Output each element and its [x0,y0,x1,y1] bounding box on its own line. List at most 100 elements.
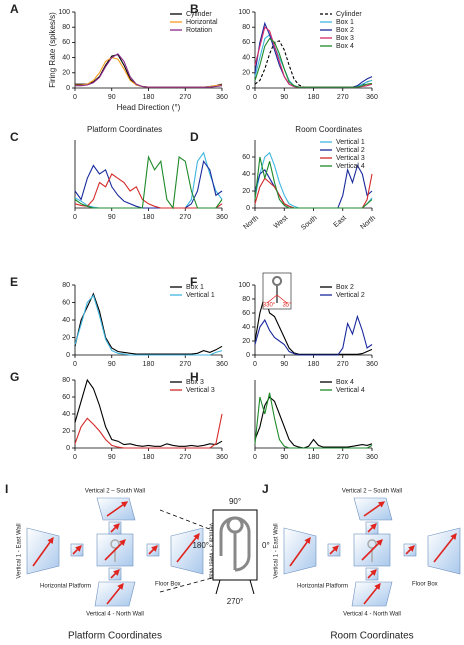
y-tick-label: 0 [246,352,250,359]
x-tick-label: 0 [253,94,257,101]
x-tick-label: 180 [308,454,320,461]
wall-label: Vertical 4 - North Wall [86,612,144,618]
panel-label: F [190,275,197,289]
x-tick-label: 270 [179,94,191,101]
x-tick-label: 90 [280,94,288,101]
series-line [75,53,223,88]
panel-label: I [5,482,8,496]
series-line [254,156,373,209]
series-line [254,293,373,355]
x-tick-label: South [300,215,319,232]
direction-arrow [32,536,54,567]
y-tick-label: 60 [242,310,250,317]
series-line [75,53,223,88]
direction-arrow [104,539,126,561]
direction-arrow [110,523,120,533]
legend-label: Vertical 1 [336,139,365,146]
panel-label: D [190,130,199,144]
caption: Room Coordinates [330,631,413,642]
y-tick-label: 80 [242,24,250,31]
y-tick-label: 0 [246,205,250,212]
inset-annotation: 35° [282,303,292,309]
wall-label: Vertical 4 - North Wall [343,612,401,618]
panel-label: B [190,2,199,16]
x-tick-label: 0 [73,214,77,221]
y-tick-label: 0 [66,445,70,452]
y-tick-label: 80 [62,24,70,31]
direction-arrow [110,569,120,579]
direction-label: 180° [192,541,209,550]
inset-spiral [272,276,283,303]
x-tick-label: 0 [73,94,77,101]
y-axis-label: Firing Rate (spikes/s) [48,12,57,88]
legend-label: Rotation [186,27,212,34]
legend-label: Horizontal [186,19,218,26]
x-tick-label: 180 [308,94,320,101]
y-tick-label: 60 [242,154,250,161]
y-tick-label: 40 [62,54,70,61]
direction-label: 90° [229,497,241,506]
series-line [254,40,373,88]
legend-label: Box 4 [336,43,354,50]
legend-label: Vertical 3 [186,387,215,394]
floor-label: Floor Box [155,582,181,588]
direction-arrow [72,545,82,555]
arena-spiral [219,516,251,572]
direction-label: 0° [262,541,270,550]
direction-arrow [329,545,339,555]
panel-label: C [10,130,19,144]
direction-label: 270° [227,597,244,606]
series-line [254,314,373,356]
panel-label: J [262,482,269,496]
series-line [74,378,223,447]
y-tick-label: 100 [238,282,250,289]
series-line [74,413,223,449]
y-tick-label: 0 [66,352,70,359]
x-tick-label: 180 [308,361,320,368]
legend-label: Vertical 2 [336,147,365,154]
y-tick-label: 100 [238,9,250,16]
arena-leg [249,579,255,595]
x-tick-label: 360 [366,94,378,101]
x-tick-label: 270 [337,361,349,368]
legend-label: Box 2 [336,27,354,34]
x-tick-label: North [242,215,260,231]
series-line [74,155,223,210]
legend-label: Cylinder [186,11,212,18]
direction-arrow [106,583,124,605]
x-tick-label: 360 [216,94,228,101]
x-tick-label: 360 [366,361,378,368]
x-tick-label: 270 [179,361,191,368]
y-tick-label: 40 [242,171,250,178]
x-tick-label: 0 [253,454,257,461]
x-tick-label: 360 [216,454,228,461]
direction-arrow [363,501,386,517]
y-tick-label: 20 [242,338,250,345]
wall-label: Vertical 3 - West Wall [207,523,213,580]
series-line [74,159,223,209]
y-tick-label: 80 [62,377,70,384]
panel-label: G [10,370,19,384]
legend-label: Vertical 4 [336,387,365,394]
wall-label: Vertical 1 - East Wall [17,523,23,578]
legend-label: Vertical 2 [336,292,365,299]
series-line [254,37,373,88]
y-tick-label: 60 [62,39,70,46]
direction-arrow [367,523,377,533]
y-tick-label: 20 [242,188,250,195]
direction-arrow [176,532,200,563]
x-tick-label: 180 [143,361,155,368]
y-tick-label: 0 [246,85,250,92]
x-tick-label: 360 [216,214,228,221]
y-tick-label: 40 [62,317,70,324]
x-tick-label: 180 [143,94,155,101]
y-tick-label: 20 [62,70,70,77]
direction-arrow [148,545,158,555]
y-tick-label: 40 [242,54,250,61]
series-line [254,21,373,88]
x-tick-label: 90 [108,214,116,221]
legend-label: Vertical 3 [336,155,365,162]
y-tick-label: 100 [58,9,70,16]
panel-label: A [10,2,19,16]
direction-arrow [106,501,129,517]
